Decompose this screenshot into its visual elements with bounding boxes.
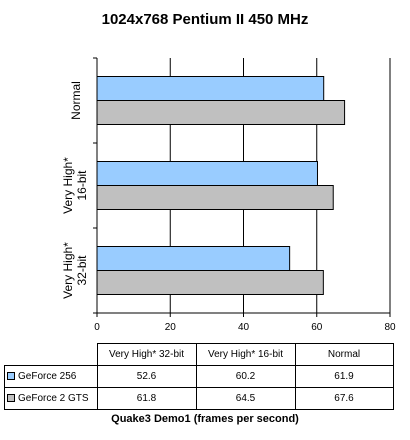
- bar: [96, 246, 291, 271]
- data-table-header-row: Very High* 32-bit Very High* 16-bit Norm…: [4, 343, 394, 366]
- value-cell: 64.5: [195, 387, 296, 410]
- value-cell: 61.9: [294, 365, 394, 388]
- series-name-cell: GeForce 256: [4, 365, 98, 388]
- y-axis-category-line: Normal: [69, 81, 83, 120]
- y-axis-category-line: 32-bit: [75, 255, 89, 286]
- y-axis-category-line: Very High*: [61, 242, 75, 299]
- value-cell: 52.6: [96, 365, 197, 388]
- x-tick-label: 60: [311, 322, 323, 333]
- x-tick-label: 0: [94, 322, 100, 333]
- series-name-cell: GeForce 2 GTS: [4, 387, 98, 410]
- y-axis-category-label: Normal: [69, 81, 83, 120]
- bars: [96, 76, 346, 295]
- x-axis-tick-labels: 0 20 40 60 80: [94, 322, 396, 333]
- value-cell: 67.6: [294, 387, 394, 410]
- bar: [96, 161, 318, 186]
- series-label: GeForce 256: [18, 371, 77, 382]
- x-tick-label: 80: [384, 322, 396, 333]
- table-header-cell: Normal: [294, 343, 394, 366]
- chart-title: 1024x768 Pentium II 450 MHz: [101, 11, 309, 28]
- table-header-cell: Very High* 32-bit: [96, 343, 197, 366]
- value-cell: 61.8: [96, 387, 197, 410]
- bar: [96, 100, 346, 125]
- data-table-row: GeForce 256 52.6 60.2 61.9: [4, 365, 394, 388]
- x-tick-label: 40: [238, 322, 250, 333]
- y-axis-category-label: Very High*32-bit: [61, 242, 89, 299]
- table-corner: [4, 343, 98, 366]
- series-label: GeForce 2 GTS: [18, 393, 89, 404]
- y-axis-category-label: Very High*16-bit: [61, 157, 89, 214]
- y-axis-category-line: 16-bit: [75, 170, 89, 201]
- x-tick-label: 20: [165, 322, 177, 333]
- bar: [96, 76, 325, 101]
- axes: [93, 57, 391, 317]
- table-header-cell: Very High* 16-bit: [195, 343, 296, 366]
- data-table: Very High* 32-bit Very High* 16-bit Norm…: [4, 343, 394, 410]
- y-axis-category-line: Very High*: [61, 157, 75, 214]
- value-cell: 60.2: [195, 365, 296, 388]
- data-table-row: GeForce 2 GTS 61.8 64.5 67.6: [4, 387, 394, 410]
- bar: [96, 185, 334, 210]
- bar: [96, 270, 324, 295]
- legend-swatch-blue: [7, 372, 15, 381]
- legend-swatch-gray: [7, 394, 15, 403]
- x-axis-title: Quake3 Demo1 (frames per second): [111, 413, 299, 425]
